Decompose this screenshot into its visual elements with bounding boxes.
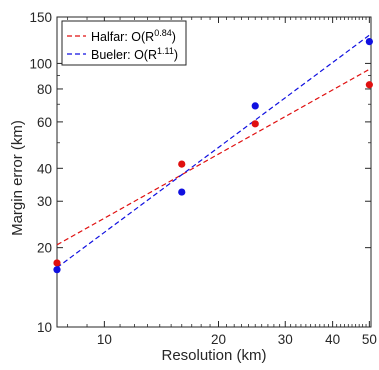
legend-box — [61, 20, 187, 66]
y-tick-label: 60 — [37, 115, 52, 130]
legend-bueler-label: Bueler: O(R1.11) — [91, 46, 178, 62]
x-tick-label: 10 — [97, 332, 112, 347]
x-axis-title: Resolution (km) — [161, 347, 266, 364]
bueler-data-point — [178, 188, 186, 196]
legend-bueler-exponent: 1.11 — [157, 46, 174, 56]
legend: Halfar: O(R0.84) Bueler: O(R1.11) — [61, 20, 187, 66]
y-tick-label: 10 — [37, 320, 52, 335]
x-tick-label: 20 — [211, 332, 226, 347]
legend-bueler-suffix: ) — [174, 48, 178, 62]
y-tick-label: 100 — [29, 56, 52, 71]
legend-halfar-exponent: 0.84 — [154, 28, 172, 38]
plot-layer: 10 20 30 40 50 10 20 30 40 60 80 100 150 — [29, 10, 376, 347]
halfar-fit-line — [56, 68, 370, 246]
y-tick-label: 30 — [37, 194, 52, 209]
legend-halfar-suffix: ) — [172, 30, 176, 44]
x-tick-label: 30 — [278, 332, 293, 347]
legend-halfar-label: Halfar: O(R0.84) — [91, 28, 176, 44]
halfar-data-point — [365, 81, 373, 89]
bueler-data-point — [365, 37, 373, 46]
x-tick-label: 40 — [325, 332, 340, 347]
halfar-data-point — [251, 120, 259, 128]
legend-bueler-prefix: Bueler: O(R — [91, 48, 157, 62]
bueler-data-point — [251, 102, 259, 110]
legend-halfar-prefix: Halfar: O(R — [91, 30, 154, 44]
y-tick-label: 40 — [37, 161, 52, 176]
halfar-data-point — [53, 259, 61, 267]
y-tick-label: 20 — [37, 241, 52, 256]
bueler-fit-line — [56, 34, 370, 269]
y-tick-label: 80 — [37, 82, 52, 97]
bueler-data-point — [53, 266, 61, 274]
plot-frame — [56, 16, 372, 328]
y-tick-label: 150 — [29, 10, 52, 25]
x-tick-label: 50 — [362, 332, 377, 347]
halfar-data-point — [178, 160, 186, 168]
y-axis-title: Margin error (km) — [9, 120, 26, 236]
